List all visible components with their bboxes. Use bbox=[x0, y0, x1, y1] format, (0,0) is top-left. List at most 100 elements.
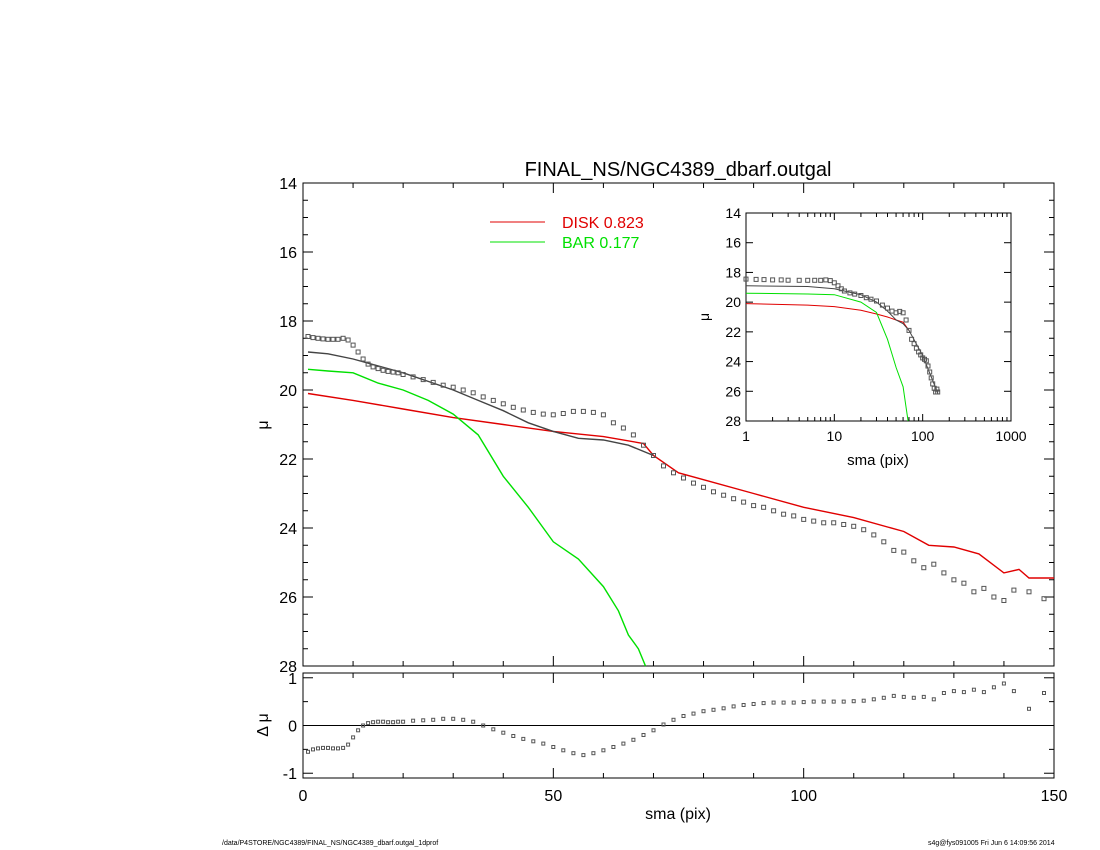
inset-x-tick-label: 100 bbox=[911, 428, 935, 444]
series-line-bar bbox=[745, 292, 909, 422]
data-point-data bbox=[335, 336, 341, 342]
y-tick-label: 16 bbox=[279, 245, 297, 262]
data-point-data bbox=[818, 277, 824, 283]
data-point-residual bbox=[386, 720, 391, 725]
y-tick-label: 14 bbox=[279, 176, 297, 193]
data-point-data bbox=[480, 394, 486, 400]
data-point-data bbox=[796, 277, 802, 283]
data-point-residual bbox=[431, 717, 436, 722]
data-point-residual bbox=[331, 746, 335, 751]
data-point-residual bbox=[621, 741, 626, 746]
data-point-data bbox=[691, 480, 696, 486]
y-tick-label: 20 bbox=[279, 383, 297, 400]
data-point-residual bbox=[1011, 689, 1016, 694]
data-point-data bbox=[921, 565, 927, 571]
data-point-data bbox=[490, 397, 496, 403]
data-point-data bbox=[951, 577, 957, 583]
data-point-residual bbox=[531, 739, 536, 744]
inset-y-tick-label: 24 bbox=[725, 354, 741, 370]
data-point-residual bbox=[911, 695, 916, 700]
data-point-data bbox=[781, 511, 787, 517]
data-point-data bbox=[753, 276, 759, 282]
data-point-data bbox=[927, 369, 933, 375]
inset-y-tick-label: 26 bbox=[725, 383, 741, 399]
data-point-data bbox=[355, 349, 361, 355]
main-axis-ticks: 14 16 18 20 22 24 26 28 bbox=[279, 176, 1055, 676]
data-point-data bbox=[751, 503, 757, 509]
data-point-residual bbox=[981, 690, 986, 695]
inset-y-tick-label: 28 bbox=[725, 413, 741, 429]
data-point-data bbox=[430, 379, 436, 385]
data-point-data bbox=[410, 374, 416, 380]
data-point-data bbox=[858, 293, 864, 298]
data-point-data bbox=[470, 390, 476, 396]
data-point-data bbox=[620, 425, 626, 431]
data-point-residual bbox=[761, 701, 766, 706]
data-point-data bbox=[941, 570, 947, 576]
data-point-residual bbox=[701, 709, 706, 714]
data-point-residual bbox=[591, 751, 596, 756]
data-point-residual bbox=[521, 736, 526, 741]
data-point-data bbox=[900, 310, 906, 316]
data-point-residual bbox=[351, 735, 356, 740]
data-point-residual bbox=[741, 703, 746, 707]
data-point-residual bbox=[711, 707, 716, 712]
data-point-data bbox=[961, 580, 967, 586]
data-point-residual bbox=[316, 746, 320, 751]
data-point-data bbox=[805, 277, 811, 283]
data-point-data bbox=[1011, 587, 1017, 593]
data-point-residual bbox=[361, 723, 366, 728]
data-point-data bbox=[991, 594, 997, 600]
data-point-residual bbox=[571, 751, 576, 756]
main-y-axis-label: μ bbox=[255, 420, 272, 429]
data-point-data bbox=[851, 523, 857, 529]
data-point-residual bbox=[871, 697, 876, 702]
data-point-data bbox=[711, 489, 716, 495]
data-point-residual bbox=[1042, 691, 1046, 695]
data-point-data bbox=[385, 368, 391, 374]
data-point-data bbox=[500, 401, 506, 407]
inset-y-axis-label: μ bbox=[696, 313, 712, 321]
data-point-data bbox=[395, 370, 401, 376]
data-point-data bbox=[871, 532, 877, 538]
residual-series bbox=[306, 681, 1046, 758]
data-point-data bbox=[761, 504, 767, 510]
data-point-data bbox=[1041, 596, 1047, 602]
data-point-residual bbox=[381, 719, 386, 724]
data-point-data bbox=[835, 283, 841, 289]
residual-y-tick-label: -1 bbox=[283, 766, 297, 783]
data-point-data bbox=[570, 408, 576, 414]
data-point-data bbox=[671, 470, 676, 476]
data-point-residual bbox=[671, 717, 676, 722]
data-point-data bbox=[928, 375, 934, 381]
data-point-residual bbox=[941, 691, 946, 695]
data-point-residual bbox=[581, 753, 586, 758]
data-point-residual bbox=[461, 717, 466, 722]
data-point-residual bbox=[651, 728, 656, 733]
data-point-data bbox=[661, 463, 666, 469]
data-point-data bbox=[365, 361, 371, 367]
inset-x-tick-label: 1 bbox=[742, 428, 750, 444]
inset-axis-ticks: 14 16 18 20 22 24 26 281 10 100 1000 bbox=[725, 205, 1026, 444]
data-point-residual bbox=[491, 727, 496, 732]
data-point-data bbox=[831, 280, 837, 286]
data-point-residual bbox=[721, 706, 726, 711]
data-point-data bbox=[450, 384, 456, 390]
data-point-residual bbox=[1001, 681, 1006, 686]
data-point-data bbox=[925, 363, 931, 369]
x-tick-label: 50 bbox=[544, 788, 562, 805]
data-point-residual bbox=[346, 742, 351, 747]
data-point-data bbox=[375, 366, 381, 372]
data-point-residual bbox=[971, 687, 976, 692]
inset-y-tick-label: 14 bbox=[725, 205, 741, 221]
data-point-data bbox=[903, 317, 909, 323]
y-tick-label: 18 bbox=[279, 314, 297, 331]
y-tick-label: 24 bbox=[279, 521, 297, 538]
inset-y-tick-label: 16 bbox=[725, 235, 741, 251]
data-point-residual bbox=[411, 718, 416, 723]
inset-y-tick-label: 20 bbox=[725, 294, 741, 310]
x-tick-label: 100 bbox=[790, 788, 817, 805]
